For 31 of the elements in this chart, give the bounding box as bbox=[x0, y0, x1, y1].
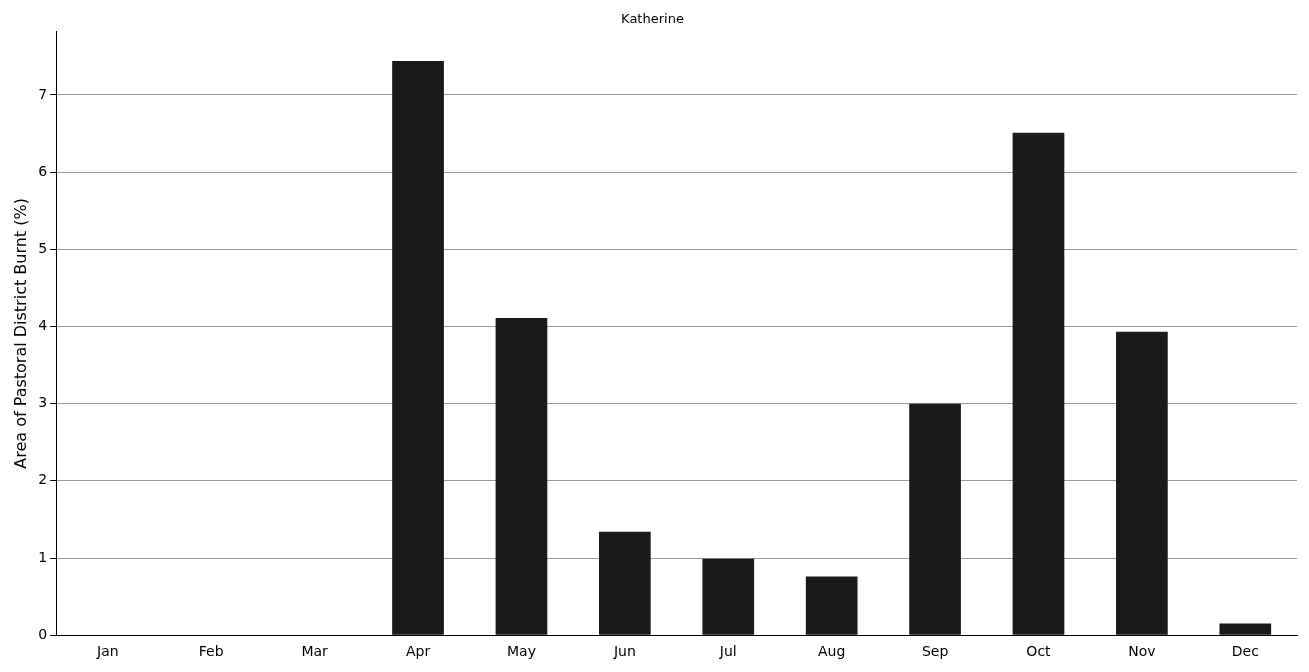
x-tick-label: Sep bbox=[921, 643, 949, 660]
x-tick-label: Apr bbox=[405, 643, 431, 660]
bar bbox=[1219, 623, 1272, 635]
y-tick-label: 0 bbox=[38, 625, 48, 642]
x-tick-label: Aug bbox=[817, 643, 846, 660]
y-axis-title: Area of Pastoral District Burnt (%) bbox=[10, 198, 30, 469]
bar bbox=[599, 531, 651, 635]
y-tick-label: 5 bbox=[38, 239, 48, 256]
y-tick-label: 4 bbox=[38, 317, 48, 334]
y-tick-label: 1 bbox=[38, 548, 48, 565]
y-tick-label: 6 bbox=[38, 162, 48, 179]
x-tick-label: Dec bbox=[1231, 643, 1259, 660]
bar bbox=[805, 576, 858, 635]
x-tick-label: Feb bbox=[198, 643, 224, 660]
chart-title: Katherine bbox=[621, 11, 684, 27]
x-tick-label: Oct bbox=[1026, 643, 1052, 660]
x-tick-label: Jul bbox=[718, 643, 737, 660]
x-tick-label: Nov bbox=[1128, 643, 1156, 660]
x-tick-label: Mar bbox=[301, 643, 329, 660]
bar bbox=[909, 403, 961, 635]
y-tick-label: 7 bbox=[38, 85, 48, 102]
x-tick-label: Jan bbox=[96, 643, 119, 660]
bar bbox=[495, 317, 548, 635]
bar bbox=[1116, 331, 1168, 635]
y-tick-label: 3 bbox=[38, 394, 48, 411]
x-tick-label: Jun bbox=[612, 643, 636, 660]
bar bbox=[702, 558, 755, 635]
y-tick-label: 2 bbox=[38, 471, 48, 488]
bar bbox=[392, 60, 444, 635]
x-tick-label: May bbox=[506, 643, 536, 660]
bar bbox=[1012, 132, 1065, 635]
